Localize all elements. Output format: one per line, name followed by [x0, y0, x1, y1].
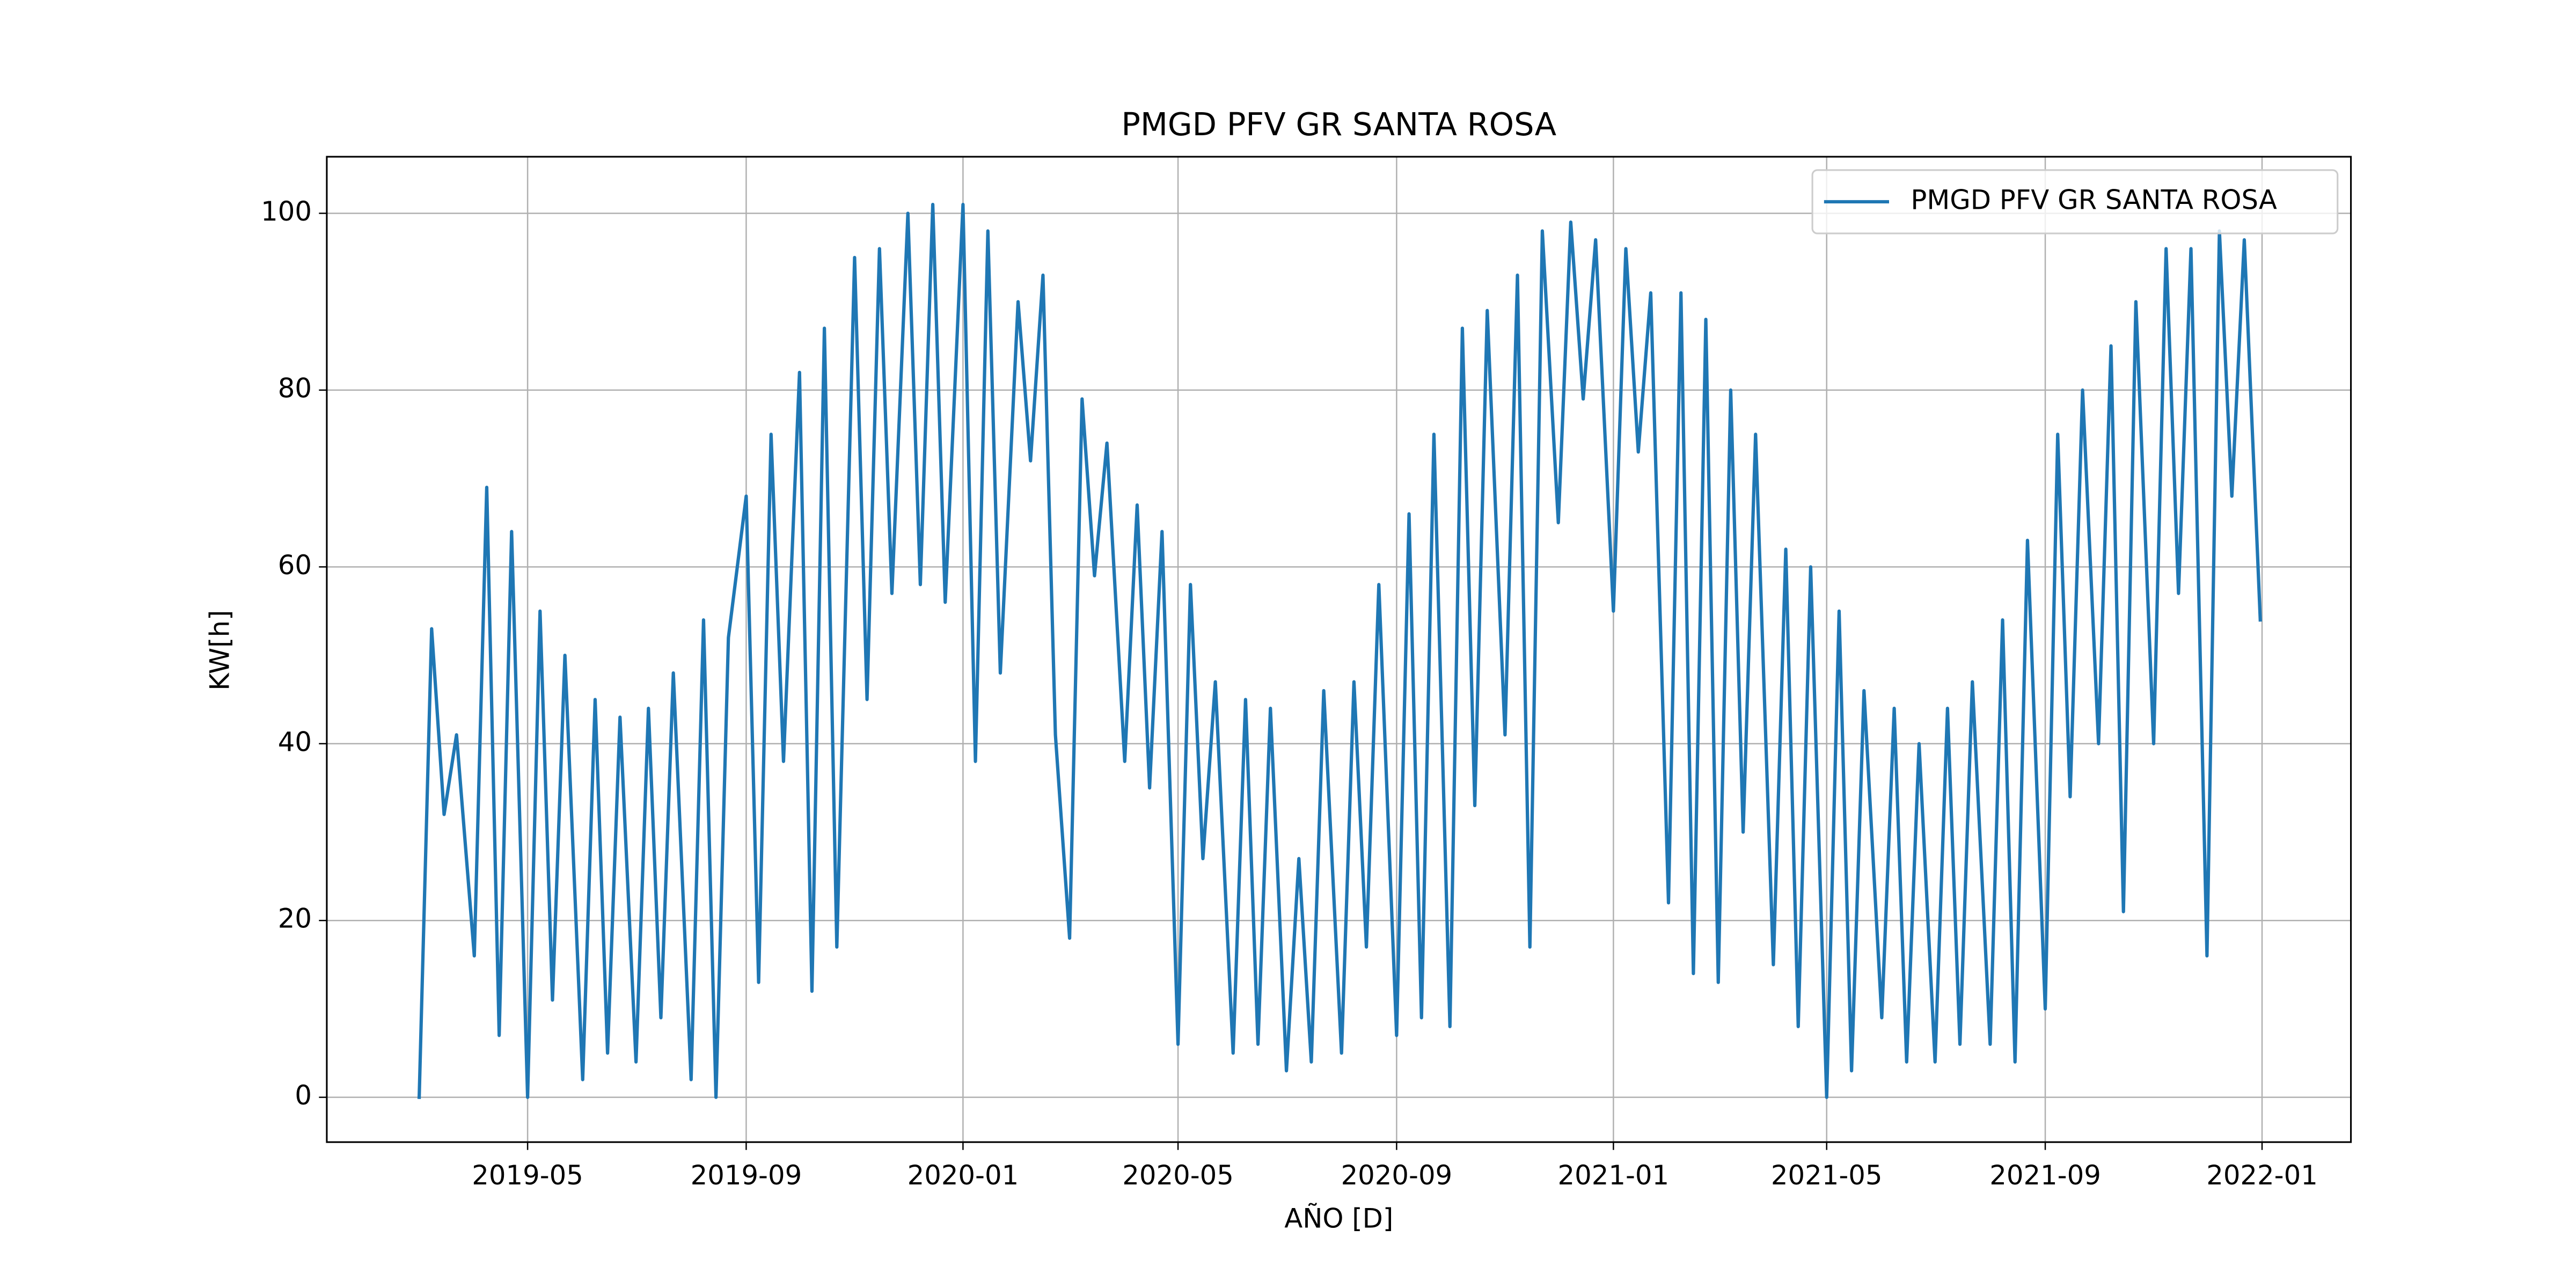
x-axis-label: AÑO [D]	[1284, 1203, 1393, 1234]
legend-label: PMGD PFV GR SANTA ROSA	[1911, 184, 2277, 215]
legend-box	[1811, 169, 2339, 235]
x-tick-label: 2019-05	[472, 1160, 583, 1191]
x-tick-label: 2020-09	[1341, 1160, 1453, 1191]
x-tick-label: 2022-01	[2206, 1160, 2318, 1191]
x-tick-label: 2021-01	[1558, 1160, 1670, 1191]
y-tick-label: 20	[278, 903, 312, 934]
y-tick-label: 100	[261, 196, 312, 227]
x-tick-label: 2021-09	[1989, 1160, 2101, 1191]
x-tick-label: 2020-05	[1122, 1160, 1234, 1191]
y-tick-label: 60	[278, 550, 312, 581]
x-tick-label: 2020-01	[908, 1160, 1019, 1191]
legend: PMGD PFV GR SANTA ROSA	[1811, 169, 2339, 235]
plot-frame	[326, 156, 2352, 1143]
y-tick-label: 0	[295, 1080, 312, 1111]
y-tick-label: 80	[278, 372, 312, 404]
y-axis-label: KW[h]	[204, 610, 236, 691]
data-line	[417, 202, 2262, 1099]
chart-title: PMGD PFV GR SANTA ROSA	[1121, 106, 1556, 143]
x-tick-label: 2021-05	[1771, 1160, 1883, 1191]
y-tick-label: 40	[278, 726, 312, 757]
x-tick-label: 2019-09	[691, 1160, 802, 1191]
